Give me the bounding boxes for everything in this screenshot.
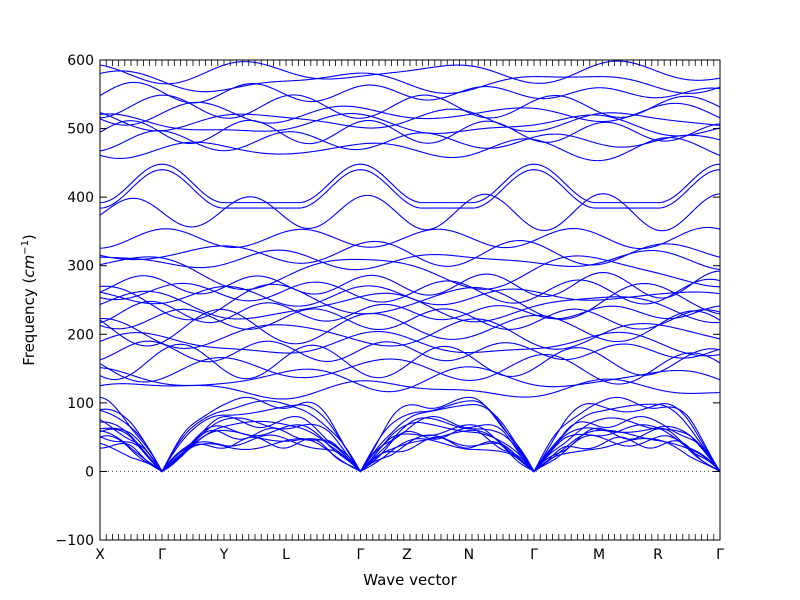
optical-band	[100, 249, 720, 271]
optical-band	[100, 169, 720, 209]
optical-band	[100, 352, 720, 385]
y-tick-label: 300	[67, 259, 94, 275]
optical-band	[100, 137, 720, 162]
y-tick-label: 200	[67, 327, 94, 343]
x-tick-label: X	[95, 547, 105, 563]
optical-band	[100, 226, 720, 250]
optical-band	[100, 255, 720, 291]
optical-band	[100, 300, 720, 324]
acoustic-band	[100, 427, 720, 473]
optical-band	[100, 81, 720, 104]
optical-band	[100, 285, 720, 307]
optical-band	[100, 163, 720, 204]
x-tick-label: Γ	[530, 547, 538, 563]
optical-band	[100, 113, 720, 137]
optical-band	[100, 94, 720, 119]
optical-band	[100, 308, 720, 331]
optical-band	[100, 343, 720, 381]
acoustic-band	[100, 429, 720, 473]
optical-band	[100, 101, 720, 126]
optical-band	[100, 239, 720, 267]
acoustic-band	[100, 400, 720, 473]
x-tick-label: N	[464, 547, 474, 563]
optical-band	[100, 282, 720, 321]
acoustic-band	[100, 403, 720, 473]
y-axis-label-prefix: Frequency (	[20, 278, 38, 366]
y-axis-label-suffix: )	[20, 234, 38, 240]
acoustic-band	[100, 436, 720, 473]
optical-band	[100, 70, 720, 94]
optical-band	[100, 318, 720, 350]
y-axis: −100 0 100 200 300 400 500 600	[56, 53, 720, 549]
optical-band	[100, 366, 720, 393]
optical-band	[100, 278, 720, 305]
x-tick-label: Γ	[158, 547, 166, 563]
x-tick-label: Γ	[716, 547, 724, 563]
band-lines	[100, 60, 720, 473]
y-tick-label: 100	[67, 396, 94, 412]
y-axis-label: Frequency (cm−1)	[20, 234, 38, 366]
acoustic-band	[100, 396, 720, 473]
optical-band	[100, 290, 720, 324]
y-axis-label-exp: −1	[20, 240, 31, 255]
y-axis-label-unit: cm	[20, 255, 38, 278]
optical-band	[100, 308, 720, 347]
y-tick-label: 400	[67, 190, 94, 206]
optical-band	[100, 130, 720, 152]
y-tick-label: 500	[67, 122, 94, 138]
x-tick-label: R	[653, 547, 663, 563]
x-tick-label: L	[282, 547, 290, 563]
optical-band	[100, 60, 720, 85]
plot-area	[99, 59, 721, 541]
x-tick-label: Γ	[356, 547, 364, 563]
x-axis-label: Wave vector	[363, 571, 457, 589]
x-tick-label: Y	[219, 547, 229, 563]
optical-band	[100, 340, 720, 363]
x-tick-label: Z	[402, 547, 412, 563]
optical-band	[100, 270, 720, 299]
acoustic-band	[100, 416, 720, 473]
optical-band	[100, 193, 720, 232]
x-tick-label: M	[593, 547, 605, 563]
optical-band	[100, 330, 720, 357]
y-tick-label: −100	[56, 533, 94, 549]
optical-band	[100, 378, 720, 400]
y-tick-label: 0	[85, 464, 94, 480]
acoustic-band	[100, 434, 720, 473]
optical-band	[100, 108, 720, 133]
optical-band	[100, 119, 720, 145]
y-tick-label: 600	[67, 53, 94, 69]
